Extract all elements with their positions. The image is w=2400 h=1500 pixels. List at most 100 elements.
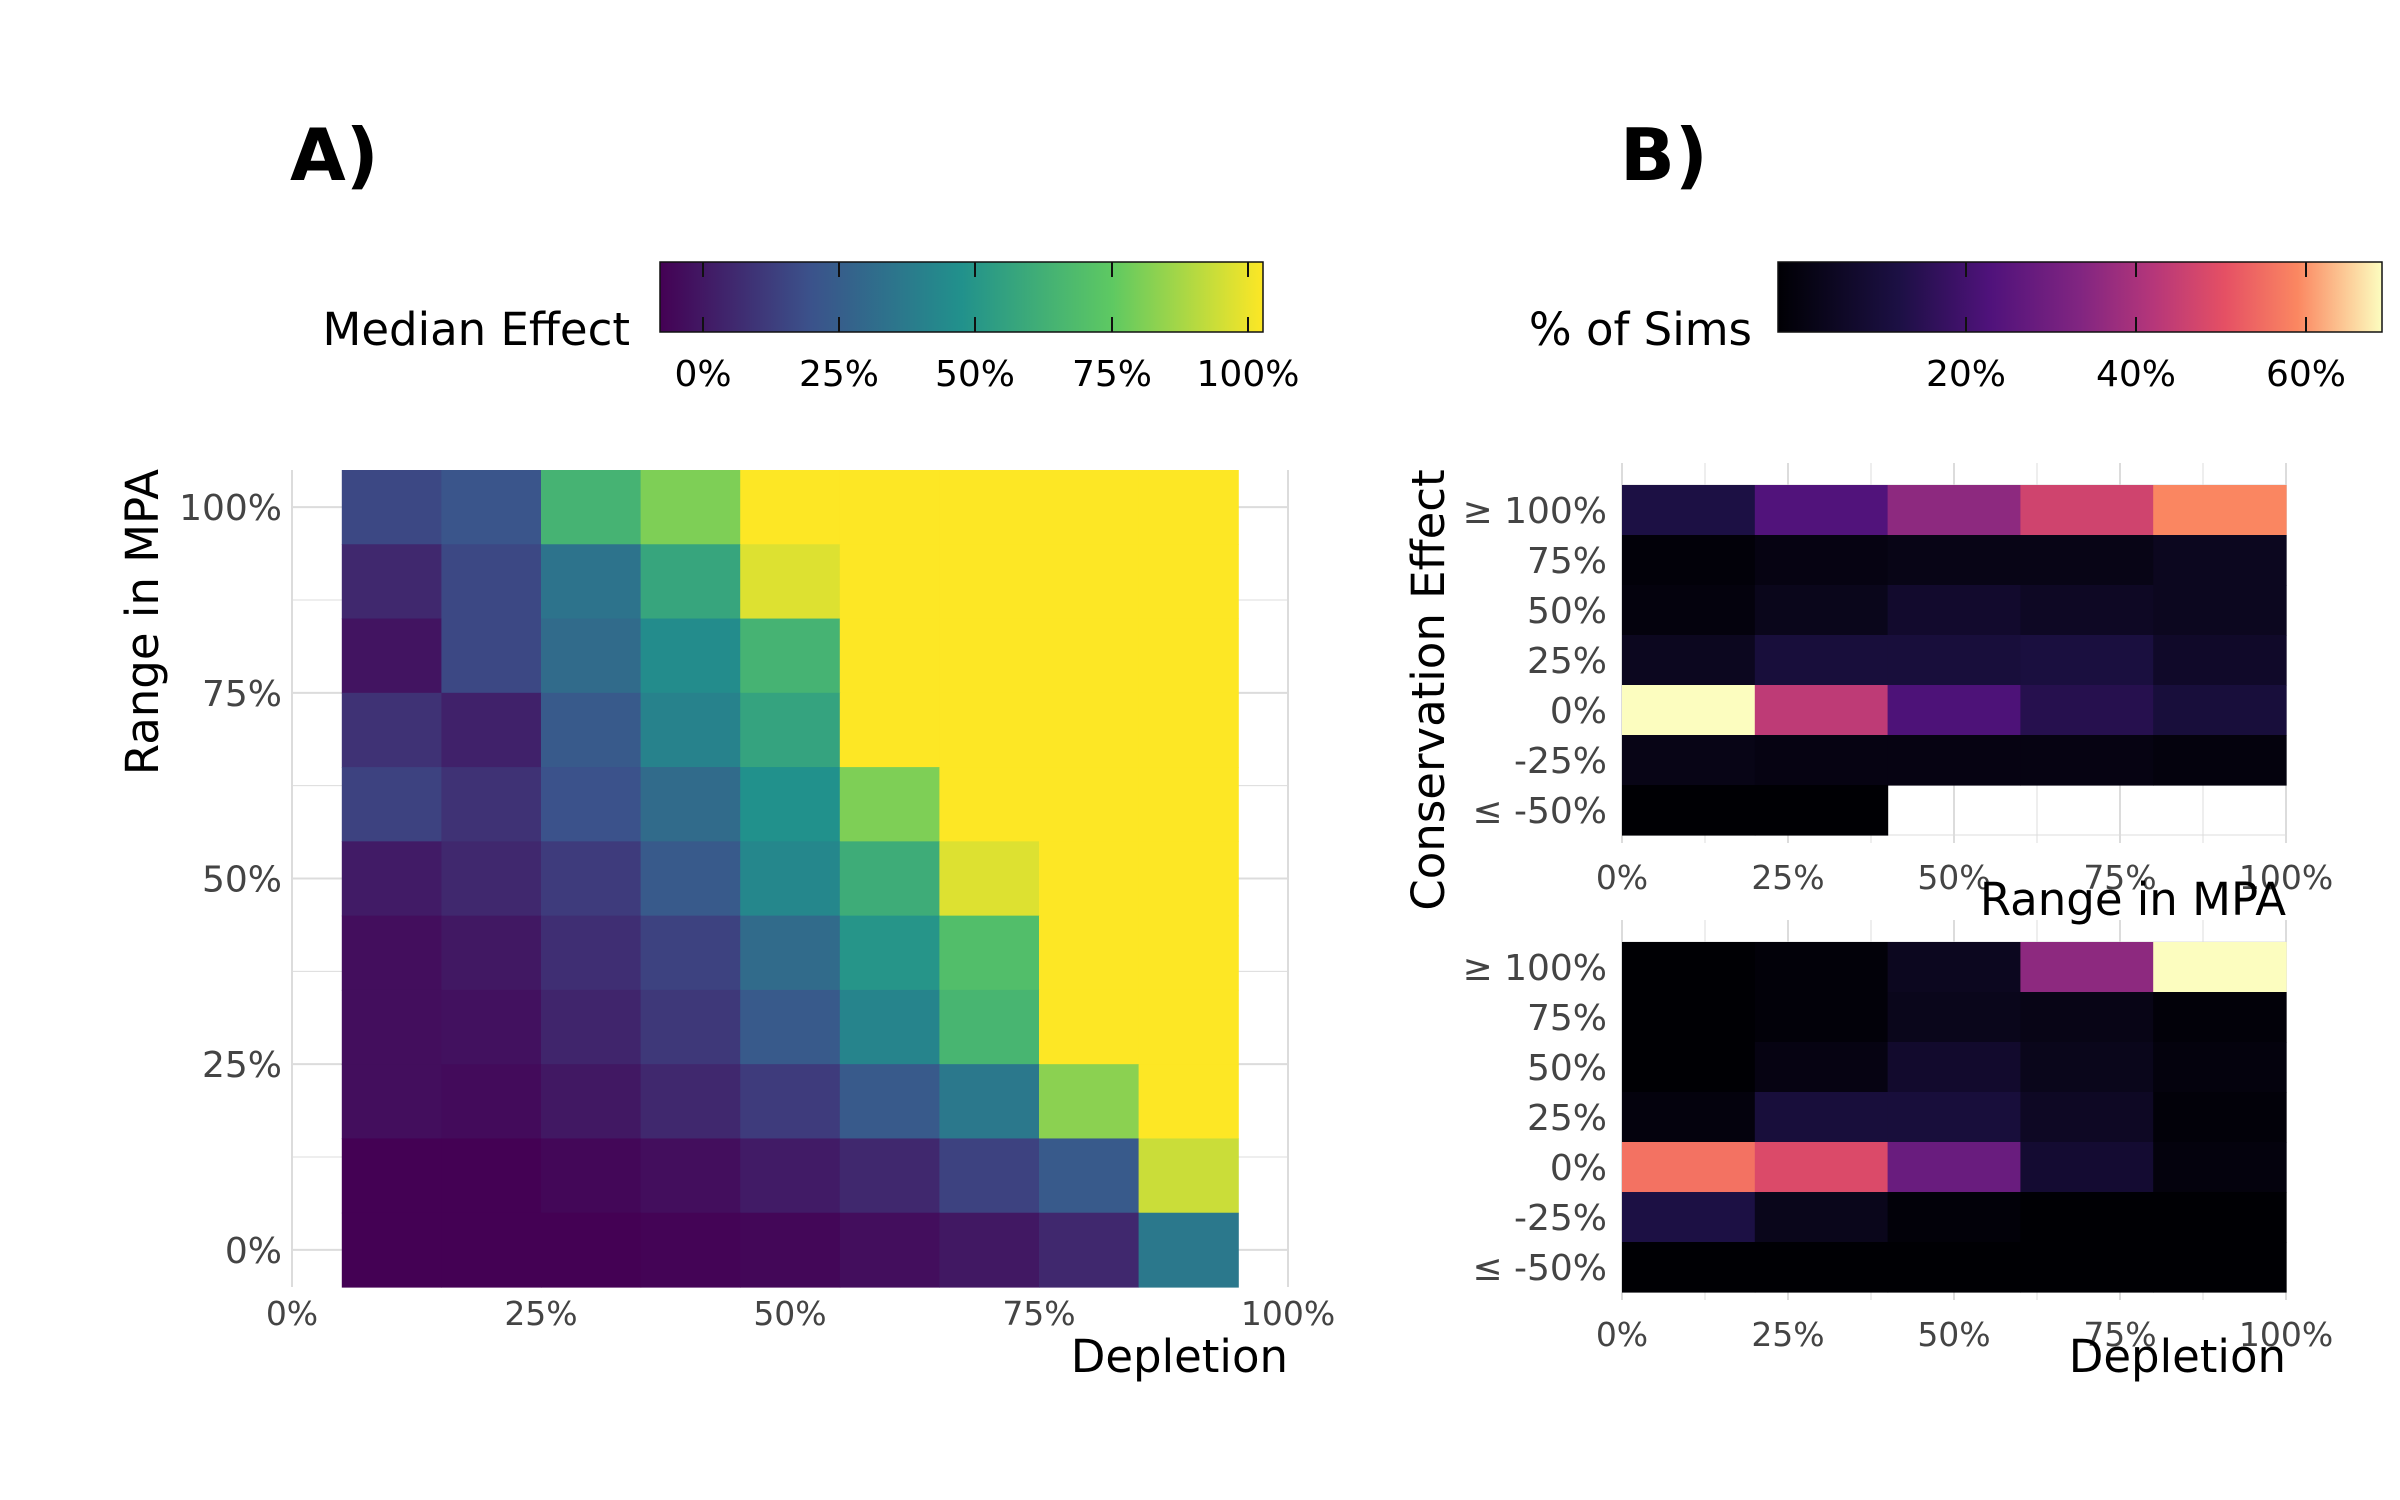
heatmap-cell	[640, 989, 741, 1065]
heatmap-cell	[640, 470, 741, 545]
heatmap-cell	[1887, 635, 2021, 686]
heatmap-cell	[1887, 685, 2021, 736]
x-tick-label: 25%	[504, 1294, 577, 1333]
heatmap-cell	[1754, 1242, 1889, 1293]
heatmap-cell	[1887, 735, 2021, 786]
panel-b-colorbar	[1777, 261, 2383, 333]
heatmap-cell	[2153, 685, 2287, 736]
legend-tick-label: 100%	[1197, 354, 1300, 395]
heatmap-cell	[1039, 618, 1140, 694]
heatmap-cell	[1887, 1192, 2021, 1243]
heatmap-cell	[939, 989, 1040, 1065]
y-tick-label: 25%	[1527, 1098, 1607, 1139]
heatmap-cell	[341, 544, 442, 620]
heatmap-cell	[341, 618, 442, 694]
heatmap-cell	[839, 989, 940, 1065]
heatmap-cell	[1138, 618, 1239, 694]
heatmap-cell	[1754, 685, 1889, 736]
heatmap-cell	[1039, 915, 1140, 991]
heatmap-cell	[839, 470, 940, 545]
heatmap-cell	[939, 544, 1040, 620]
x-tick-label: 25%	[1751, 858, 1824, 897]
x-tick-label: 100%	[2239, 1315, 2333, 1354]
x-tick-label: 0%	[266, 1294, 318, 1333]
heatmap-cell	[441, 989, 542, 1065]
heatmap-cell	[1138, 915, 1239, 991]
x-tick-label: 50%	[753, 1294, 826, 1333]
x-tick-label: 75%	[2083, 858, 2156, 897]
heatmap-cell	[1754, 1142, 1889, 1193]
heatmap-cell	[1138, 470, 1239, 545]
heatmap-cell	[640, 915, 741, 991]
y-tick-label: -25%	[1514, 1198, 1607, 1239]
heatmap-cell	[2020, 735, 2154, 786]
heatmap-cell	[2153, 585, 2287, 636]
panel-b-top-x-axis-title: Range in MPA	[1980, 873, 2286, 926]
heatmap-cell	[541, 1212, 642, 1288]
y-tick-label: ≥ 100%	[1462, 948, 1607, 989]
y-tick-label: 50%	[202, 860, 282, 901]
heatmap-cell	[441, 544, 542, 620]
heatmap-cell	[1887, 1042, 2021, 1093]
heatmap-cell	[2153, 735, 2287, 786]
heatmap-cell	[1138, 989, 1239, 1065]
heatmap-cell	[1039, 470, 1140, 545]
heatmap-cell	[640, 1064, 741, 1140]
heatmap-cell	[2020, 535, 2154, 586]
heatmap-cell	[441, 618, 542, 694]
heatmap-cell	[341, 470, 442, 545]
heatmap-cell	[1887, 1142, 2021, 1193]
x-tick-label: 50%	[1917, 858, 1990, 897]
heatmap-cell	[2153, 535, 2287, 586]
heatmap-cell	[1138, 544, 1239, 620]
y-tick-label: 75%	[1527, 541, 1607, 582]
heatmap-cell	[2153, 635, 2287, 686]
heatmap-cell	[640, 1212, 741, 1288]
y-tick-label: -25%	[1514, 741, 1607, 782]
heatmap-cell	[1622, 992, 1756, 1043]
heatmap-cell	[839, 1138, 940, 1214]
heatmap-cell	[740, 1212, 841, 1288]
heatmap-cell	[1039, 989, 1140, 1065]
legend-tick-label: 60%	[2266, 354, 2346, 395]
heatmap-cell	[441, 1212, 542, 1288]
heatmap-cell	[2020, 685, 2154, 736]
heatmap-cell	[1039, 841, 1140, 917]
y-tick-label: 75%	[1527, 998, 1607, 1039]
heatmap-cell	[839, 1064, 940, 1140]
heatmap-cell	[939, 618, 1040, 694]
heatmap-cell	[2020, 992, 2154, 1043]
heatmap-cell	[541, 915, 642, 991]
heatmap-cell	[839, 544, 940, 620]
heatmap-cell	[740, 1064, 841, 1140]
legend-tick-label: 25%	[799, 354, 879, 395]
heatmap-cell	[441, 1138, 542, 1214]
heatmap-cell	[1887, 485, 2021, 536]
heatmap-cell	[1138, 767, 1239, 842]
heatmap-cell	[541, 544, 642, 620]
heatmap-cell	[740, 989, 841, 1065]
heatmap-cell	[2020, 1192, 2154, 1243]
x-tick-label: 50%	[1917, 1315, 1990, 1354]
heatmap-cell	[1754, 785, 1889, 836]
heatmap-cell	[541, 841, 642, 917]
heatmap-cell	[1622, 942, 1756, 993]
heatmap-cell	[1039, 1064, 1140, 1140]
heatmap-cell	[839, 767, 940, 842]
panel-a-legend: Median Effect 0% 25% 50% 75% 100%	[323, 261, 1300, 395]
heatmap-cell	[640, 692, 741, 768]
heatmap-cell	[740, 915, 841, 991]
heatmap-cell	[1138, 841, 1239, 917]
panel-a-legend-title: Median Effect	[323, 303, 631, 356]
heatmap-cell	[1039, 1212, 1140, 1288]
heatmap-cell	[640, 767, 741, 842]
y-tick-label: 0%	[225, 1231, 282, 1272]
heatmap-cell	[2020, 485, 2154, 536]
heatmap-cell	[2153, 1142, 2287, 1193]
heatmap-cell	[740, 618, 841, 694]
heatmap-cell	[939, 841, 1040, 917]
heatmap-cell	[541, 470, 642, 545]
heatmap-cell	[740, 767, 841, 842]
x-tick-label: 0%	[1596, 1315, 1648, 1354]
heatmap-cell	[740, 692, 841, 768]
